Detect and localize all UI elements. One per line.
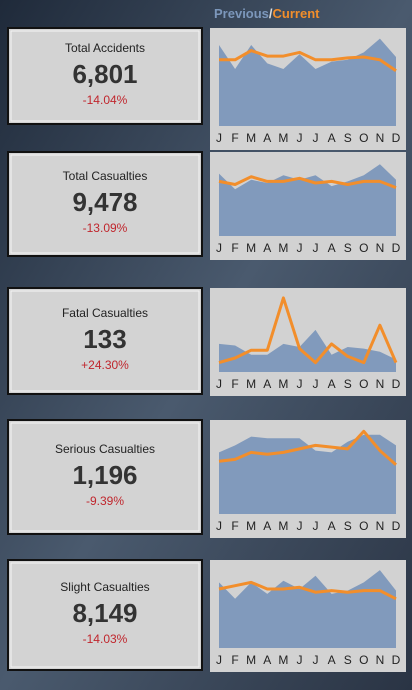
legend-separator: / — [269, 6, 273, 21]
current-line — [218, 296, 398, 365]
x-tick-label: O — [359, 519, 368, 533]
x-tick-label: M — [246, 377, 256, 391]
x-tick-label: J — [296, 241, 302, 255]
x-tick-label: D — [392, 131, 401, 145]
x-tick-label: M — [246, 131, 256, 145]
x-tick-label: A — [263, 377, 271, 391]
x-tick-label: M — [246, 519, 256, 533]
x-tick-label: A — [328, 519, 336, 533]
current-line — [218, 429, 397, 466]
previous-area — [219, 329, 396, 372]
x-tick-label: O — [359, 653, 368, 667]
x-tick-label: J — [313, 653, 319, 667]
previous-area — [219, 164, 396, 236]
kpi-change: -14.04% — [83, 93, 128, 107]
kpi-change: -14.03% — [83, 632, 128, 646]
kpi-card-inner — [10, 154, 200, 254]
kpi-value: 133 — [83, 324, 126, 354]
x-tick-label: S — [344, 653, 352, 667]
x-tick-label: J — [216, 131, 222, 145]
x-tick-label: J — [216, 519, 222, 533]
x-tick-label: O — [359, 131, 368, 145]
x-tick-label: N — [376, 131, 385, 145]
kpi-change: -9.39% — [86, 494, 124, 508]
legend-entry: Current — [273, 6, 321, 21]
x-tick-label: N — [376, 377, 385, 391]
kpi-card — [7, 151, 203, 257]
kpi-card — [7, 287, 203, 395]
x-tick-label: M — [278, 241, 288, 255]
x-tick-label: A — [328, 131, 336, 145]
x-tick-label: M — [278, 653, 288, 667]
kpi-value: 1,196 — [72, 460, 137, 490]
x-tick-label: A — [328, 653, 336, 667]
x-tick-label: S — [344, 241, 352, 255]
kpi-card-inner — [10, 30, 200, 122]
x-tick-label: J — [216, 653, 222, 667]
kpi-card — [7, 559, 203, 671]
x-tick-label: F — [231, 241, 238, 255]
x-tick-label: F — [231, 653, 238, 667]
x-tick-label: O — [359, 241, 368, 255]
x-tick-label: S — [344, 131, 352, 145]
x-tick-label: J — [296, 653, 302, 667]
x-tick-label: N — [376, 653, 385, 667]
x-tick-label: J — [313, 377, 319, 391]
kpi-title: Slight Casualties — [60, 580, 149, 594]
x-tick-label: F — [231, 377, 238, 391]
kpi-title: Serious Casualties — [55, 442, 155, 456]
x-tick-label: A — [328, 377, 336, 391]
x-tick-label: D — [392, 241, 401, 255]
x-tick-label: J — [296, 131, 302, 145]
x-tick-label: A — [263, 241, 271, 255]
current-line — [218, 580, 397, 601]
x-tick-label: N — [376, 241, 385, 255]
kpi-value: 9,478 — [72, 187, 137, 217]
x-tick-label: D — [392, 519, 401, 533]
x-tick-label: M — [246, 241, 256, 255]
x-tick-label: J — [216, 241, 222, 255]
kpi-title: Total Accidents — [65, 41, 145, 55]
x-tick-label: M — [278, 519, 288, 533]
kpi-title: Total Casualties — [63, 169, 148, 183]
x-tick-label: F — [231, 131, 238, 145]
x-tick-label: M — [278, 131, 288, 145]
current-line — [219, 49, 397, 73]
legend-entry: Previous — [214, 6, 269, 21]
kpi-card — [7, 27, 203, 125]
kpi-change: -13.09% — [83, 221, 128, 235]
x-tick-label: M — [246, 653, 256, 667]
x-tick-label: A — [328, 241, 336, 255]
x-tick-label: J — [296, 377, 302, 391]
x-tick-label: J — [296, 519, 302, 533]
x-tick-label: N — [376, 519, 385, 533]
x-tick-label: A — [263, 131, 271, 145]
x-tick-label: A — [263, 519, 271, 533]
x-tick-label: J — [313, 519, 319, 533]
kpi-card-inner — [10, 290, 200, 392]
kpi-value: 6,801 — [72, 59, 137, 89]
kpi-card-inner — [10, 562, 200, 668]
kpi-change: +24.30% — [81, 358, 129, 372]
x-tick-label: S — [344, 377, 352, 391]
current-line — [218, 175, 397, 189]
previous-area — [219, 38, 396, 126]
x-tick-label: O — [359, 377, 368, 391]
x-tick-label: D — [392, 377, 401, 391]
x-tick-label: D — [392, 653, 401, 667]
x-tick-label: F — [231, 519, 238, 533]
legend: Previous/Current — [214, 6, 320, 21]
x-tick-label: J — [313, 131, 319, 145]
x-tick-label: J — [216, 377, 222, 391]
kpi-title: Fatal Casualties — [62, 306, 148, 320]
x-tick-label: M — [278, 377, 288, 391]
x-tick-label: A — [263, 653, 271, 667]
previous-area — [219, 570, 396, 648]
x-tick-label: J — [313, 241, 319, 255]
kpi-card — [7, 419, 203, 535]
x-tick-label: S — [344, 519, 352, 533]
kpi-value: 8,149 — [72, 598, 137, 628]
kpi-card-inner — [10, 422, 200, 532]
